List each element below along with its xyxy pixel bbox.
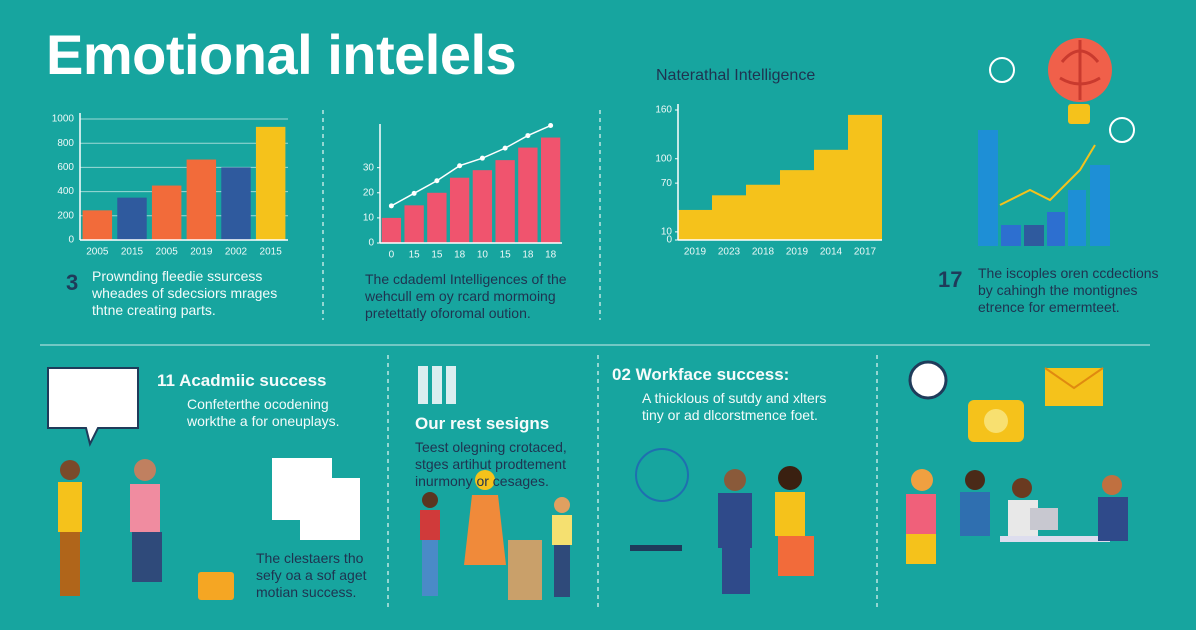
panel-heading: 11 Acadmiic success (157, 371, 327, 390)
panel-text: thtne creating parts. (92, 302, 216, 318)
x-tick-label: 2005 (156, 247, 179, 258)
y-tick-label: 160 (655, 105, 672, 116)
trend-point (525, 133, 531, 139)
bar (495, 160, 515, 243)
x-tick-label: 18 (454, 250, 466, 261)
bar (518, 147, 538, 243)
trend-point (388, 203, 394, 209)
decorative-chart (978, 38, 1135, 246)
panel-text: Prownding fleedie ssurcess (92, 268, 263, 284)
x-tick-label: 2018 (752, 247, 775, 258)
bar (780, 170, 814, 240)
panel-text: The clestaers tho (256, 550, 364, 566)
bar (427, 192, 447, 243)
y-tick-label: 200 (57, 210, 74, 221)
bar (221, 167, 251, 240)
x-tick-label: 18 (522, 250, 534, 261)
panel-text: motian success. (256, 584, 357, 600)
bar (472, 170, 493, 243)
panel-text: inurmony or cesages. (415, 473, 549, 489)
x-tick-label: 2014 (820, 247, 843, 258)
panel-text: workthe a for oneuplays. (187, 413, 340, 429)
panel-heading: 02 Workface success: (612, 365, 790, 384)
x-tick-label: 2017 (854, 247, 877, 258)
dividers (40, 110, 1150, 610)
y-tick-label: 10 (363, 213, 375, 224)
x-tick-label: 2015 (121, 247, 144, 258)
bar (848, 114, 882, 240)
trend-point (457, 163, 463, 169)
panel-text: pretettatly oforomal oution. (365, 305, 531, 321)
x-tick-label: 2005 (86, 247, 109, 258)
panel-text: The cdademl Intelligences of the (365, 271, 567, 287)
trend-point (434, 178, 440, 184)
bar (712, 195, 746, 240)
panel-heading: Our rest sesigns (415, 414, 550, 433)
bar (814, 149, 848, 240)
y-tick-label: 0 (666, 235, 672, 246)
panel-number: 3 (66, 270, 79, 295)
x-tick-label: 2002 (225, 247, 248, 258)
chart-title: Naterathal Intelligence (656, 67, 815, 84)
panel-text: The iscoples oren ccdections (978, 265, 1159, 281)
y-tick-label: 400 (57, 186, 74, 197)
y-tick-label: 20 (363, 187, 375, 198)
illustrations (47, 360, 1128, 600)
trend-point (479, 155, 485, 161)
x-tick-label: 2023 (718, 247, 741, 258)
y-tick-label: 800 (57, 138, 74, 149)
x-tick-label: 10 (477, 250, 489, 261)
bar (117, 197, 147, 240)
y-tick-label: 0 (68, 235, 74, 246)
panel-text: sefy oa a sof aget (256, 567, 367, 583)
bar (540, 137, 561, 243)
y-tick-label: 30 (363, 162, 375, 173)
panel-text: etrence for emermteet. (978, 299, 1120, 315)
y-tick-label: 100 (655, 153, 672, 164)
panel-text: by cahingh the montignes (978, 282, 1138, 298)
y-tick-label: 0 (368, 238, 374, 249)
y-tick-label: 10 (661, 227, 673, 238)
trend-point (502, 145, 508, 151)
panel-text: A thicklous of sutdy and xlters (642, 390, 827, 406)
bar (404, 205, 424, 243)
bar (678, 209, 712, 240)
panel-number: 17 (938, 267, 963, 292)
bar (186, 159, 217, 240)
trend-point (548, 123, 554, 129)
x-tick-label: 2019 (190, 247, 213, 258)
x-tick-label: 2019 (684, 247, 707, 258)
y-tick-label: 600 (57, 162, 74, 173)
panel-text: Confeterthe ocodening (187, 396, 329, 412)
y-tick-label: 1000 (52, 114, 75, 125)
panel-text: wehcull em oy rcard mormoing (365, 288, 556, 304)
panel-text: stges artihut prodtement (415, 456, 566, 472)
x-tick-label: 15 (500, 250, 512, 261)
page-title: Emotional intelels (46, 23, 517, 86)
panel-text: tiny or ad dlcorstmence foet. (642, 407, 818, 423)
x-tick-label: 2019 (786, 247, 809, 258)
trend-point (411, 190, 417, 196)
bar (255, 126, 286, 240)
bar (746, 184, 780, 240)
x-tick-label: 0 (389, 250, 395, 261)
y-tick-label: 70 (661, 178, 673, 189)
trend-line (391, 124, 551, 207)
bar (82, 210, 113, 240)
panel-text: wheades of sdecsiors mrages (92, 285, 278, 301)
bar (449, 177, 470, 243)
bar (381, 217, 402, 243)
bar (151, 185, 182, 240)
x-tick-label: 15 (431, 250, 443, 261)
x-tick-label: 15 (409, 250, 421, 261)
panel-text: Teest olegning crotaced, (415, 439, 567, 455)
x-tick-label: 18 (545, 250, 557, 261)
x-tick-label: 2015 (260, 247, 283, 258)
